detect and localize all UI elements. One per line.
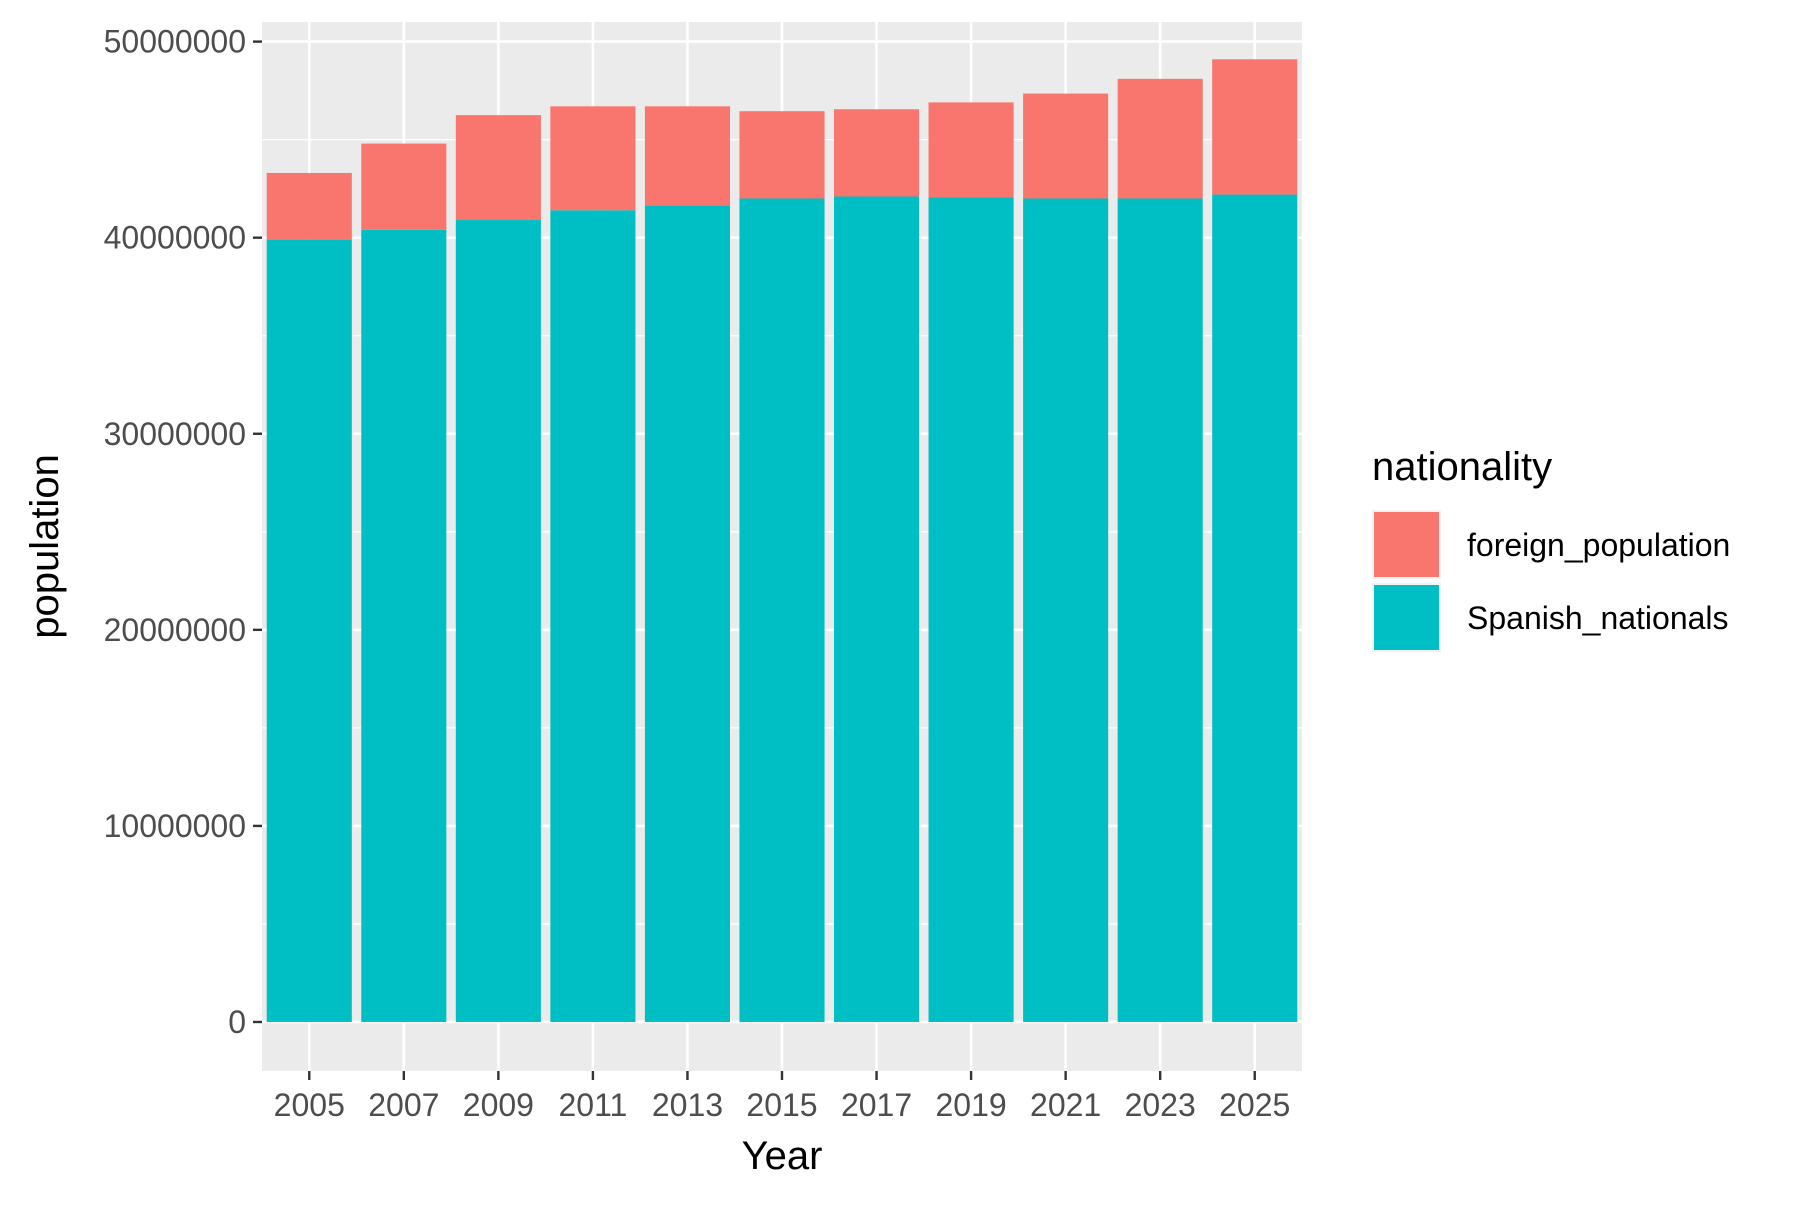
bars-layer — [266, 59, 1298, 1022]
x-tick-label: 2025 — [1219, 1087, 1290, 1123]
y-tick-label: 50000000 — [104, 24, 246, 60]
legend-swatch-Spanish_nationals — [1374, 585, 1439, 650]
y-tick-label: 30000000 — [104, 416, 246, 452]
y-axis-title: population — [23, 454, 67, 639]
bar-foreign_population-2015 — [739, 111, 825, 199]
bar-foreign_population-2019 — [928, 102, 1014, 198]
bar-Spanish_nationals-2021 — [1023, 198, 1109, 1022]
bar-Spanish_nationals-2011 — [550, 210, 636, 1022]
x-tick-label: 2021 — [1030, 1087, 1101, 1123]
x-tick-label: 2023 — [1125, 1087, 1196, 1123]
bar-foreign_population-2005 — [266, 172, 352, 240]
x-tick-label: 2015 — [746, 1087, 817, 1123]
y-axis: 0 10000000 20000000 30000000 40000000 5000000… — [104, 24, 262, 1040]
legend-label-Spanish_nationals: Spanish_nationals — [1467, 600, 1729, 636]
bar-foreign_population-2017 — [834, 109, 920, 197]
y-tick-label: 10000000 — [104, 808, 246, 844]
legend-swatch-foreign_population — [1374, 512, 1439, 577]
bar-foreign_population-2007 — [361, 143, 447, 230]
x-tick-label: 2017 — [841, 1087, 912, 1123]
y-tick-label: 20000000 — [104, 612, 246, 648]
bar-foreign_population-2009 — [455, 115, 541, 221]
bar-Spanish_nationals-2019 — [928, 197, 1014, 1022]
y-tick-label: 0 — [228, 1004, 246, 1040]
bar-Spanish_nationals-2007 — [361, 229, 447, 1022]
x-tick-label: 2013 — [652, 1087, 723, 1123]
bar-Spanish_nationals-2023 — [1117, 198, 1203, 1022]
bar-Spanish_nationals-2015 — [739, 198, 825, 1022]
x-tick-label: 2005 — [274, 1087, 345, 1123]
x-tick-label: 2007 — [368, 1087, 439, 1123]
legend-label-foreign_population: foreign_population — [1467, 527, 1730, 563]
x-tick-label: 2009 — [463, 1087, 534, 1123]
bar-Spanish_nationals-2013 — [644, 205, 730, 1022]
bar-foreign_population-2021 — [1023, 93, 1109, 199]
bar-foreign_population-2023 — [1117, 78, 1203, 199]
bar-Spanish_nationals-2017 — [834, 196, 920, 1022]
bar-foreign_population-2011 — [550, 106, 636, 211]
x-tick-label: 2011 — [559, 1087, 628, 1123]
legend-title: nationality — [1372, 445, 1552, 489]
x-axis: 2005 2007 2009 2011 2013 2015 2017 2019 2021 2023… — [274, 1071, 1290, 1123]
bar-Spanish_nationals-2025 — [1212, 194, 1298, 1022]
x-tick-label: 2019 — [935, 1087, 1006, 1123]
bar-foreign_population-2025 — [1212, 59, 1298, 195]
bar-Spanish_nationals-2009 — [455, 220, 541, 1022]
x-axis-title: Year — [742, 1134, 823, 1178]
legend: nationality foreign_population Spanish_na… — [1372, 445, 1730, 652]
bar-foreign_population-2013 — [644, 106, 730, 206]
legend-items: foreign_population Spanish_nationals — [1372, 510, 1730, 652]
y-tick-label: 40000000 — [104, 220, 246, 256]
bar-Spanish_nationals-2005 — [266, 239, 352, 1022]
